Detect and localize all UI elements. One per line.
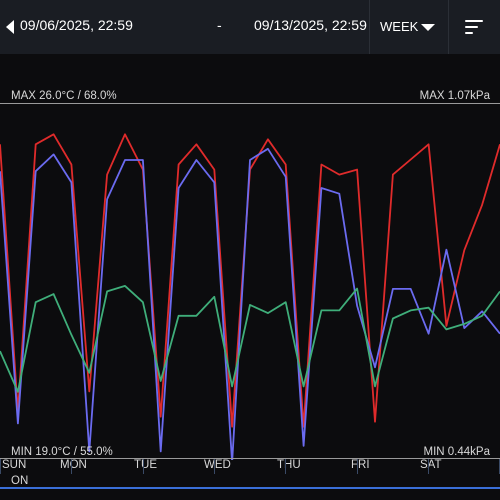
status-row: ON xyxy=(0,474,500,490)
sort-lines-icon xyxy=(465,26,478,28)
end-date-label[interactable]: 09/13/2025, 22:59 xyxy=(254,17,367,33)
status-label: ON xyxy=(11,475,29,487)
day-tick xyxy=(143,459,144,474)
day-label: SAT xyxy=(420,459,442,471)
day-label: THU xyxy=(277,459,301,471)
day-tick xyxy=(357,459,358,474)
day-tick xyxy=(285,459,286,474)
min-vpd-label: MIN 0.44kPa xyxy=(423,446,490,458)
date-range-separator: - xyxy=(217,17,222,33)
date-range-header: 09/06/2025, 22:59 - 09/13/2025, 22:59 WE… xyxy=(0,0,500,54)
start-date-label[interactable]: 09/06/2025, 22:59 xyxy=(20,17,133,33)
day-axis: SUN MON TUE WED THU FRI SAT xyxy=(0,459,500,474)
max-line xyxy=(0,103,500,104)
sort-lines-icon xyxy=(465,20,483,22)
min-temp-humidity-label: MIN 19.0°C / 55.0% xyxy=(11,446,113,458)
day-tick xyxy=(71,459,72,474)
day-tick xyxy=(0,459,1,474)
range-dropdown-value: WEEK xyxy=(380,19,419,34)
status-timeline-bar xyxy=(0,487,500,489)
day-label: WED xyxy=(204,459,231,471)
day-tick xyxy=(428,459,429,474)
day-label: SUN xyxy=(2,459,27,471)
max-vpd-label: MAX 1.07kPa xyxy=(419,90,490,102)
temperature-series-line xyxy=(0,133,500,428)
header-divider xyxy=(448,0,449,54)
caret-down-icon xyxy=(421,24,435,31)
chevron-left-icon[interactable] xyxy=(6,20,14,34)
day-label: FRI xyxy=(351,459,370,471)
day-tick xyxy=(214,459,215,474)
humidity-series-line xyxy=(0,285,500,393)
day-label: TUE xyxy=(134,459,157,471)
sort-lines-icon xyxy=(465,32,473,34)
sensor-chart xyxy=(0,133,500,460)
min-line xyxy=(0,458,500,459)
max-temp-humidity-label: MAX 26.0°C / 68.0% xyxy=(11,90,117,102)
range-dropdown[interactable]: WEEK xyxy=(370,0,447,54)
sort-menu-button[interactable] xyxy=(449,0,500,54)
day-label: MON xyxy=(60,459,87,471)
header-divider xyxy=(369,0,370,54)
